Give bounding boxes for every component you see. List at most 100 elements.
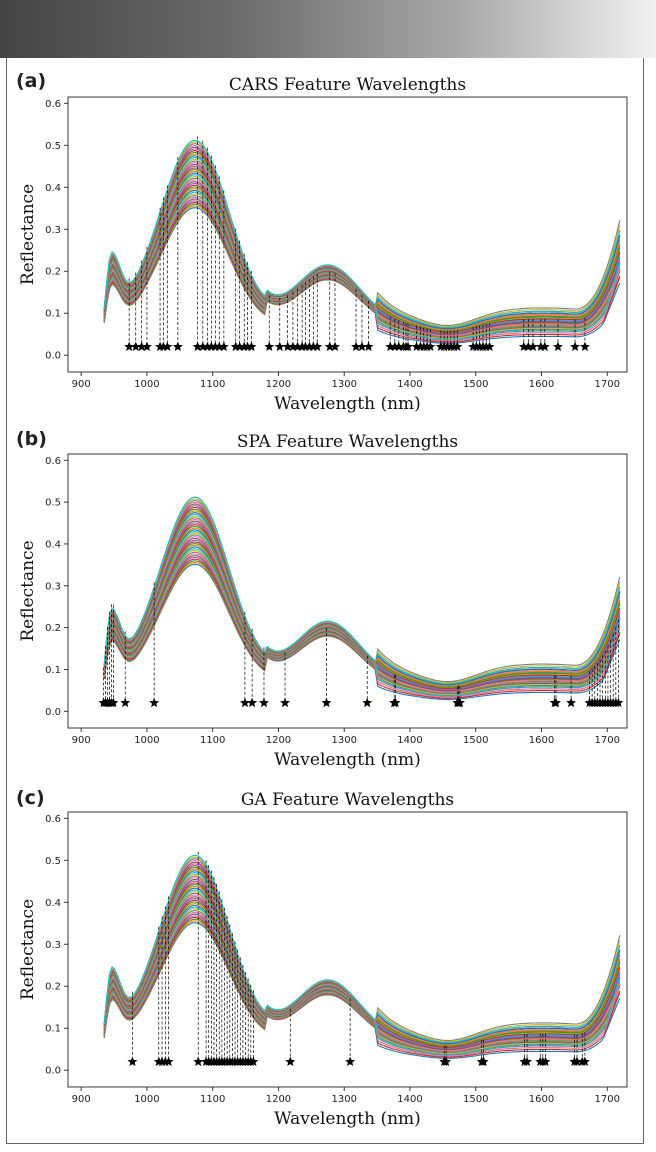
- feature-star: [330, 341, 340, 351]
- feature-star: [162, 341, 173, 351]
- feature-star: [321, 697, 332, 708]
- y-tick-label: 0.5: [45, 498, 61, 509]
- panel-label-b: (b): [16, 428, 47, 450]
- feature-star: [259, 697, 269, 708]
- x-tick-label: 1000: [134, 1094, 159, 1105]
- chart-title: SPA Feature Wavelengths: [237, 432, 458, 452]
- y-tick-label: 0.1: [45, 309, 61, 320]
- y-tick-label: 0.1: [45, 1024, 61, 1035]
- feature-star: [193, 1056, 204, 1066]
- x-tick-label: 1300: [331, 735, 356, 746]
- feature-star: [130, 341, 141, 351]
- feature-star: [210, 341, 221, 351]
- feature-star: [242, 341, 253, 351]
- spectrum-line: [103, 917, 621, 1048]
- feature-star: [192, 341, 203, 351]
- x-tick-label: 1300: [331, 379, 356, 390]
- feature-star: [528, 341, 538, 351]
- x-tick-label: 1400: [397, 1094, 422, 1105]
- x-tick-label: 1100: [200, 735, 225, 746]
- y-tick-label: 0.0: [45, 1066, 61, 1077]
- x-tick-label: 1200: [266, 1094, 291, 1105]
- feature-star: [425, 341, 436, 351]
- x-tick-label: 900: [72, 1094, 91, 1105]
- feature-star: [345, 1056, 356, 1066]
- spectra-group: [103, 854, 621, 1059]
- feature-star: [411, 341, 422, 351]
- feature-star: [580, 1056, 590, 1066]
- x-tick-label: 900: [72, 379, 91, 390]
- feature-star: [280, 697, 290, 708]
- x-tick-label: 1100: [200, 1094, 225, 1105]
- y-tick-label: 0.3: [45, 940, 61, 951]
- feature-star: [324, 341, 335, 351]
- feature-star: [551, 697, 561, 708]
- feature-star: [247, 697, 258, 708]
- feature-star: [163, 1056, 174, 1066]
- x-tick-label: 1200: [266, 379, 291, 390]
- y-axis-label: Reflectance: [18, 540, 38, 641]
- feature-star: [285, 1056, 296, 1066]
- y-tick-label: 0.2: [45, 267, 61, 278]
- feature-star: [572, 1056, 582, 1066]
- y-tick-label: 0.0: [45, 707, 61, 718]
- y-tick-label: 0.4: [45, 183, 61, 194]
- y-tick-label: 0.6: [45, 99, 61, 110]
- x-tick-label: 1500: [463, 379, 488, 390]
- feature-star: [120, 697, 131, 708]
- y-tick-label: 0.1: [45, 665, 61, 676]
- feature-star: [264, 341, 275, 351]
- x-tick-label: 1300: [331, 1094, 356, 1105]
- x-tick-label: 1400: [397, 379, 422, 390]
- feature-star: [282, 341, 293, 351]
- header-gradient-bar: [0, 0, 656, 58]
- x-tick-label: 1600: [529, 735, 554, 746]
- x-tick-label: 1000: [134, 735, 159, 746]
- feature-star: [535, 341, 546, 351]
- y-tick-label: 0.6: [45, 456, 61, 467]
- feature-star: [522, 1056, 532, 1066]
- feature-star: [403, 341, 413, 351]
- feature-star: [202, 341, 213, 351]
- feature-star: [357, 341, 367, 351]
- feature-star: [142, 341, 152, 351]
- x-axis-label: Wavelength (nm): [274, 394, 421, 414]
- x-tick-label: 1500: [463, 1094, 488, 1105]
- feature-star: [172, 341, 183, 351]
- x-tick-label: 1200: [266, 735, 291, 746]
- figure-frame: [6, 58, 644, 1144]
- feature-star: [124, 341, 135, 351]
- plot-frame: [67, 811, 628, 1088]
- feature-star: [246, 341, 257, 351]
- feature-star: [441, 1056, 452, 1066]
- feature-star: [363, 341, 374, 351]
- plot-frame: [67, 453, 628, 729]
- feature-star: [570, 341, 580, 351]
- feature-star: [518, 341, 529, 351]
- feature-star: [580, 341, 590, 351]
- feature-star: [389, 341, 400, 351]
- feature-star: [127, 1056, 138, 1066]
- feature-star: [452, 341, 463, 351]
- feature-star: [300, 341, 311, 351]
- feature-star: [351, 341, 361, 351]
- x-tick-label: 900: [72, 735, 91, 746]
- feature-star: [218, 341, 229, 351]
- x-axis-label: Wavelength (nm): [274, 750, 421, 770]
- chart-title: GA Feature Wavelengths: [241, 790, 454, 810]
- y-tick-label: 0.3: [45, 581, 61, 592]
- feature-star: [613, 697, 624, 708]
- feature-star: [304, 341, 315, 351]
- plot-frame: [67, 96, 628, 373]
- chart-title: CARS Feature Wavelengths: [229, 75, 466, 95]
- feature-star: [540, 1056, 551, 1066]
- feature-star: [539, 341, 550, 351]
- x-tick-label: 1600: [529, 1094, 554, 1105]
- y-tick-label: 0.6: [45, 814, 61, 825]
- feature-star: [362, 697, 373, 708]
- x-tick-label: 1500: [463, 735, 488, 746]
- y-tick-label: 0.2: [45, 623, 61, 634]
